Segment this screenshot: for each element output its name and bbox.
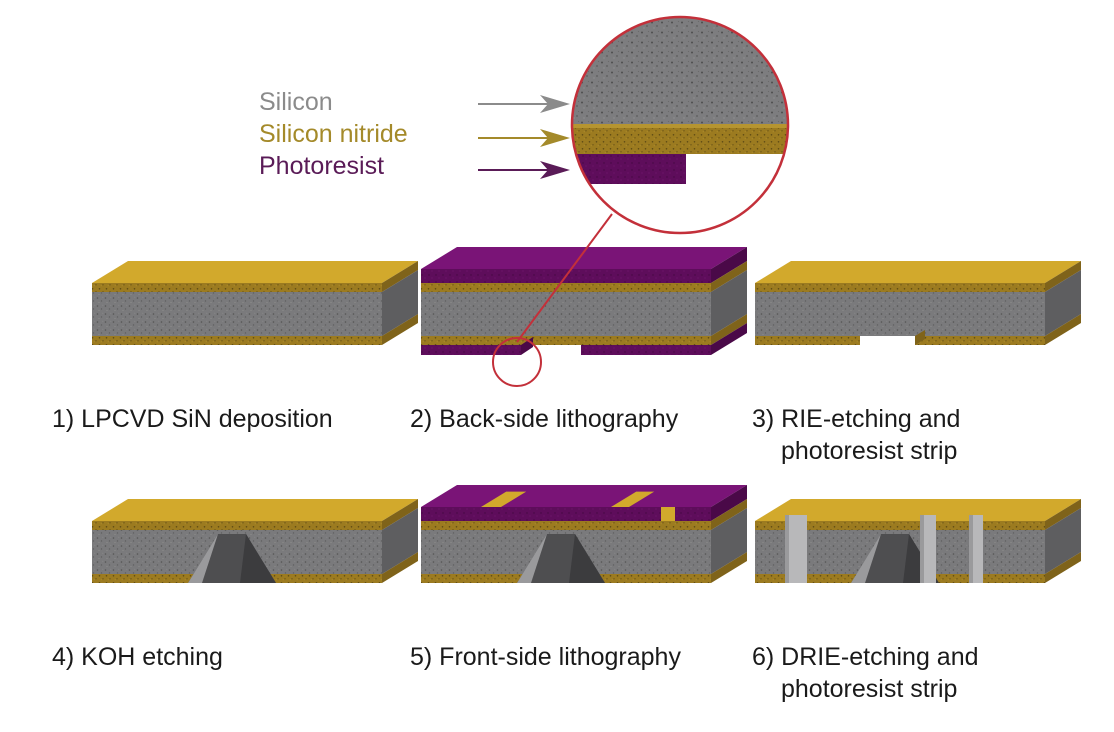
nitride-top-surface	[92, 261, 418, 283]
nitride-lower-front	[92, 574, 195, 583]
photoresist-front	[421, 507, 711, 521]
nitride-upper-side	[382, 261, 418, 292]
wafer-bar-step-5	[421, 485, 747, 583]
wafer-bar-step-2	[421, 247, 747, 355]
koh-cavity-right-wall	[240, 534, 276, 583]
nitride-upper-front	[92, 283, 382, 292]
nitride-lower-side	[711, 314, 747, 345]
nitride-top-surface	[755, 499, 1081, 521]
nitride-lower-front	[755, 336, 860, 345]
magnified-nitride-edge	[572, 124, 788, 128]
nitride-upper-side	[711, 261, 747, 292]
drie-trench-wall	[920, 515, 924, 583]
koh-cavity-left-wall	[851, 534, 881, 583]
nitride-upper-side	[711, 499, 747, 530]
nitride-top-surface	[92, 499, 418, 521]
magnified-nitride	[572, 124, 788, 154]
nitride-upper-side	[382, 499, 418, 530]
nitride-opening	[611, 491, 655, 507]
nitride-lower-front	[755, 574, 860, 583]
wafer-bar-step-4	[92, 499, 418, 583]
legend-arrow-head-3	[540, 161, 570, 179]
nitride-upper-side	[1045, 499, 1081, 530]
wafer-bar-step-3	[755, 261, 1081, 345]
nitride-upper-front	[92, 521, 382, 530]
nitride-lower-front	[421, 336, 711, 345]
koh-cavity-left-wall	[517, 534, 547, 583]
nitride-lower-side	[1045, 314, 1081, 345]
nitride-lower-front	[421, 574, 524, 583]
photoresist-top	[421, 247, 747, 269]
magnified-silicon	[572, 17, 788, 124]
nitride-lower-front	[92, 336, 382, 345]
nitride-gap-wall	[915, 330, 925, 345]
koh-cavity-left-wall	[188, 534, 218, 583]
nitride-top-surface	[755, 261, 1081, 283]
callout-small-circle	[492, 337, 542, 387]
nitride-lower-front	[915, 336, 1045, 345]
magnified-view	[572, 17, 788, 233]
legend-arrow-head-1	[540, 95, 570, 113]
photoresist-back-side	[711, 323, 747, 355]
drie-trench-1	[785, 515, 807, 583]
nitride-lower-side	[711, 552, 747, 583]
nitride-lower-front	[250, 574, 382, 583]
photoresist-back-right	[581, 345, 711, 355]
nitride-upper-front	[755, 521, 1045, 530]
silicon-front	[421, 292, 711, 336]
koh-cavity-right-wall	[569, 534, 605, 583]
wafer-bar-step-6	[755, 499, 1081, 583]
photoresist-side	[711, 247, 747, 283]
legend-arrow-head-2	[540, 129, 570, 147]
nitride-upper-side	[1045, 261, 1081, 292]
drie-trench-wall	[785, 515, 789, 583]
silicon-front	[92, 292, 382, 336]
nitride-upper-front	[421, 521, 711, 530]
nitride-lower-side	[382, 552, 418, 583]
photoresist-top	[421, 485, 747, 507]
nitride-upper-front	[755, 283, 1045, 292]
legend-label-silicon: Silicon	[259, 88, 333, 116]
nitride-lower-front	[580, 574, 711, 583]
nitride-lower-side	[382, 314, 418, 345]
silicon-front	[755, 292, 1045, 336]
drie-trench-wall	[969, 515, 973, 583]
nitride-lower-side	[1045, 552, 1081, 583]
nitride-opening	[481, 491, 527, 507]
photoresist-side	[711, 485, 747, 521]
legend-label-photoresist: Photoresist	[259, 152, 385, 180]
magnified-photoresist	[572, 154, 686, 184]
wafer-bar-step-1	[92, 261, 418, 345]
legend-label-silicon-nitride: Silicon nitride	[259, 120, 408, 148]
photoresist-back-left	[421, 345, 521, 355]
nitride-upper-front	[421, 283, 711, 292]
callout-leader-line	[516, 213, 613, 343]
nitride-opening	[661, 507, 675, 521]
callout-large-circle	[570, 15, 790, 235]
